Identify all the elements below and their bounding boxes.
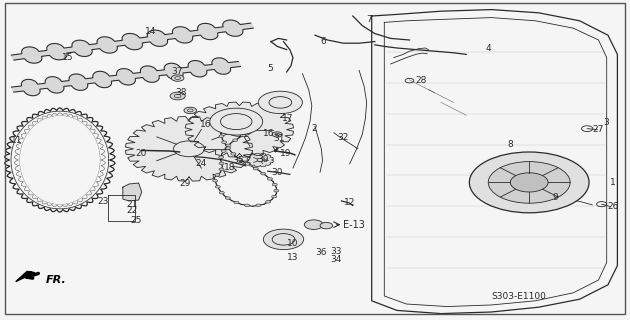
Text: 3: 3 bbox=[604, 118, 609, 127]
Circle shape bbox=[219, 191, 224, 194]
Circle shape bbox=[272, 132, 282, 137]
Circle shape bbox=[258, 91, 302, 114]
Circle shape bbox=[267, 178, 272, 180]
Text: 29: 29 bbox=[180, 179, 191, 188]
Text: 7: 7 bbox=[367, 15, 372, 24]
Text: 23: 23 bbox=[97, 197, 108, 206]
Circle shape bbox=[265, 201, 270, 203]
Polygon shape bbox=[247, 153, 273, 167]
Text: 32: 32 bbox=[337, 133, 348, 142]
Text: 26: 26 bbox=[607, 202, 619, 211]
Circle shape bbox=[215, 186, 220, 188]
Text: 22: 22 bbox=[126, 206, 137, 215]
Circle shape bbox=[219, 123, 224, 125]
Text: 24: 24 bbox=[195, 159, 207, 168]
Text: 16: 16 bbox=[200, 120, 212, 129]
Circle shape bbox=[244, 204, 249, 207]
Circle shape bbox=[272, 195, 277, 198]
Text: FR.: FR. bbox=[45, 275, 66, 285]
Circle shape bbox=[218, 129, 223, 131]
Circle shape bbox=[251, 123, 256, 126]
Polygon shape bbox=[11, 58, 241, 96]
Circle shape bbox=[219, 156, 224, 158]
Text: 31: 31 bbox=[273, 134, 284, 143]
Text: 4: 4 bbox=[485, 44, 491, 53]
Text: 37: 37 bbox=[171, 67, 183, 76]
Text: 11: 11 bbox=[11, 136, 23, 145]
Circle shape bbox=[248, 129, 253, 132]
Text: 38: 38 bbox=[176, 88, 187, 97]
Text: 20: 20 bbox=[135, 149, 147, 158]
Text: 17: 17 bbox=[282, 114, 294, 123]
Text: 15: 15 bbox=[62, 53, 73, 62]
Circle shape bbox=[274, 189, 279, 192]
Circle shape bbox=[268, 130, 282, 137]
Circle shape bbox=[184, 107, 197, 114]
Circle shape bbox=[256, 204, 261, 206]
Circle shape bbox=[215, 174, 220, 176]
Circle shape bbox=[232, 113, 238, 116]
Circle shape bbox=[213, 180, 218, 182]
Text: 30: 30 bbox=[271, 168, 282, 177]
Polygon shape bbox=[125, 116, 253, 181]
Text: 18: 18 bbox=[224, 163, 235, 172]
Circle shape bbox=[510, 173, 548, 192]
Text: 6: 6 bbox=[321, 37, 326, 46]
Circle shape bbox=[250, 117, 255, 120]
Text: 2: 2 bbox=[312, 124, 318, 133]
Circle shape bbox=[219, 135, 224, 138]
Circle shape bbox=[224, 117, 229, 119]
Text: 8: 8 bbox=[508, 140, 513, 149]
Circle shape bbox=[222, 141, 227, 144]
Text: 34: 34 bbox=[330, 255, 341, 264]
Circle shape bbox=[241, 134, 246, 137]
Text: 10: 10 bbox=[287, 239, 298, 248]
Polygon shape bbox=[185, 102, 294, 157]
Text: 21: 21 bbox=[126, 200, 137, 209]
Polygon shape bbox=[16, 271, 35, 282]
Circle shape bbox=[253, 167, 258, 170]
Text: 33: 33 bbox=[330, 247, 341, 256]
Circle shape bbox=[231, 153, 236, 155]
Circle shape bbox=[171, 75, 184, 81]
Circle shape bbox=[488, 162, 570, 203]
Text: 39: 39 bbox=[257, 155, 268, 164]
Circle shape bbox=[304, 220, 323, 229]
Circle shape bbox=[170, 92, 185, 100]
Text: 14: 14 bbox=[145, 28, 156, 36]
Circle shape bbox=[219, 162, 224, 165]
Text: 19: 19 bbox=[280, 149, 292, 158]
Text: 12: 12 bbox=[344, 198, 355, 207]
Circle shape bbox=[232, 139, 238, 141]
Text: 36: 36 bbox=[315, 248, 326, 257]
Circle shape bbox=[226, 147, 231, 149]
Circle shape bbox=[263, 229, 304, 250]
Circle shape bbox=[210, 108, 263, 135]
Text: 27: 27 bbox=[592, 125, 604, 134]
Circle shape bbox=[261, 172, 266, 175]
Text: 5: 5 bbox=[267, 64, 273, 73]
Circle shape bbox=[469, 152, 589, 213]
Text: 35: 35 bbox=[232, 156, 243, 165]
Text: 13: 13 bbox=[287, 253, 298, 262]
Circle shape bbox=[226, 197, 231, 199]
Circle shape bbox=[245, 163, 250, 165]
Circle shape bbox=[234, 201, 239, 204]
Text: S303-E1100: S303-E1100 bbox=[491, 292, 546, 301]
Text: 28: 28 bbox=[416, 76, 427, 85]
Circle shape bbox=[243, 113, 248, 116]
Circle shape bbox=[272, 183, 277, 186]
Circle shape bbox=[226, 144, 231, 147]
Circle shape bbox=[219, 168, 224, 171]
Text: E-13: E-13 bbox=[343, 220, 365, 230]
Text: 1: 1 bbox=[610, 178, 616, 187]
Polygon shape bbox=[11, 20, 253, 63]
Polygon shape bbox=[123, 183, 142, 201]
Circle shape bbox=[221, 150, 226, 152]
Text: 9: 9 bbox=[552, 193, 558, 202]
Text: 16: 16 bbox=[263, 129, 275, 138]
Circle shape bbox=[320, 222, 333, 229]
Text: 25: 25 bbox=[130, 216, 142, 225]
Circle shape bbox=[238, 158, 243, 160]
